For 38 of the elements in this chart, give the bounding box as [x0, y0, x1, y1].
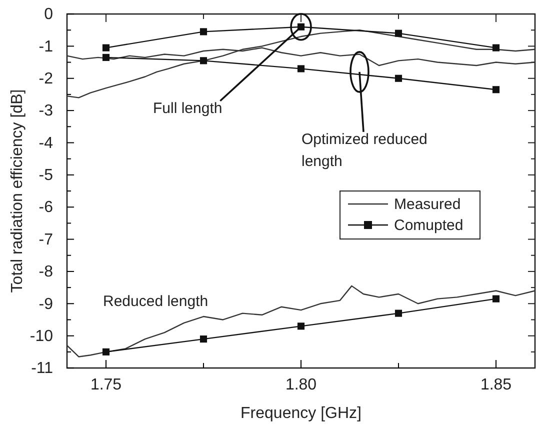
line-series — [66, 285, 536, 358]
point — [394, 74, 402, 82]
point — [297, 322, 305, 330]
point — [492, 44, 500, 52]
point — [492, 86, 500, 94]
annotation: Reduced length — [103, 293, 208, 310]
point — [297, 65, 305, 72]
legend-label: Measured — [394, 196, 461, 213]
y-tick-label: -10 — [30, 328, 54, 345]
y-tick-label: -2 — [38, 70, 54, 88]
y-tick-label: -6 — [38, 199, 54, 216]
point — [102, 54, 110, 61]
y-tick-label: -5 — [38, 167, 54, 184]
annotation: Optimized reduced length — [302, 130, 428, 170]
y-tick-label: -3 — [38, 102, 54, 120]
point — [394, 30, 402, 37]
point — [200, 336, 208, 343]
point — [492, 295, 500, 302]
x-tick-label: 1.75 — [90, 376, 122, 394]
point — [394, 310, 402, 317]
x-tick-label: 1.80 — [285, 376, 317, 394]
x-axis-title: Frequency [GHz] — [240, 405, 362, 422]
y-tick-label: -9 — [38, 296, 54, 313]
y-axis-title: Total radiation efficiency [dB] — [9, 89, 26, 293]
legend-label: Comupted — [394, 217, 464, 234]
y-tick-label: -11 — [31, 360, 54, 378]
point — [200, 28, 208, 36]
y-tick-label: -8 — [38, 264, 54, 281]
y-tick-label: -1 — [38, 38, 54, 56]
x-tick-label: 1.85 — [480, 376, 512, 394]
point — [102, 348, 110, 356]
point — [200, 57, 208, 64]
annotation: Full length — [153, 100, 222, 117]
y-tick-label: -7 — [38, 231, 54, 248]
y-tick-label: -4 — [38, 134, 54, 152]
line-series — [66, 29, 536, 98]
point — [102, 44, 110, 52]
y-tick-label: 0 — [44, 6, 54, 24]
